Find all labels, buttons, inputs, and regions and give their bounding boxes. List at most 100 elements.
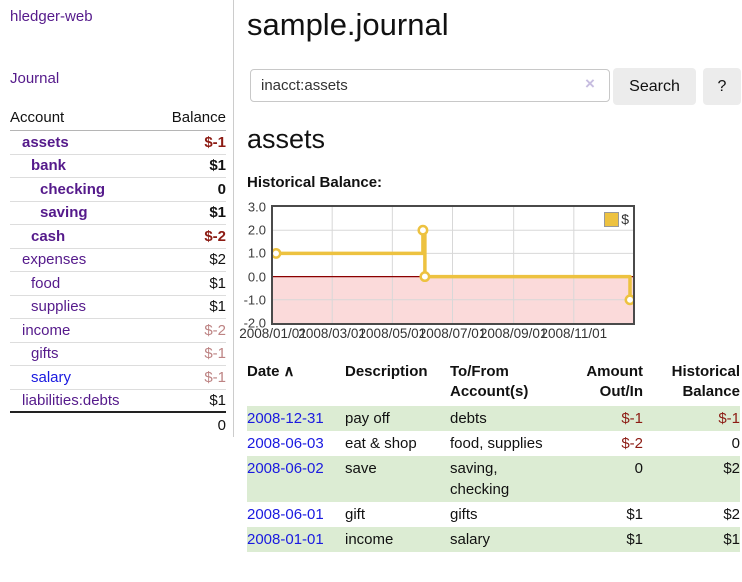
y-axis-tick-label: 1.0 bbox=[247, 245, 266, 261]
sidebar-account-link[interactable]: gifts bbox=[31, 345, 59, 363]
amount-cell: $1 bbox=[555, 527, 643, 552]
accounts-cell: saving, checking bbox=[450, 460, 510, 498]
amount-value: 0 bbox=[634, 460, 643, 477]
y-axis-tick-label: -1.0 bbox=[243, 292, 266, 308]
account-row: liabilities:debts $1 bbox=[10, 390, 226, 413]
account-balance: $2 bbox=[209, 251, 226, 269]
balance-chart-svg bbox=[273, 207, 633, 323]
account-row: bank $1 bbox=[10, 155, 226, 178]
transaction-date-link[interactable]: 2008-12-31 bbox=[247, 410, 324, 427]
balance-cell: $2 bbox=[643, 502, 740, 527]
legend-swatch-icon bbox=[604, 211, 620, 227]
balance-column-header: Balance bbox=[171, 109, 226, 126]
clear-search-icon[interactable]: × bbox=[585, 74, 595, 93]
y-axis-tick-label: -2.0 bbox=[243, 315, 266, 331]
account-balance: $-1 bbox=[204, 133, 226, 151]
amount-cell: 0 bbox=[555, 456, 643, 481]
account-balance: $1 bbox=[209, 391, 226, 409]
page-title: sample.journal bbox=[247, 7, 449, 42]
amount-value: $1 bbox=[626, 506, 643, 523]
balance-cell: 0 bbox=[643, 431, 740, 456]
sidebar-account-link[interactable]: checking bbox=[40, 180, 106, 198]
transaction-row: 2008-12-31 pay off debts $-1 $-1 bbox=[247, 406, 740, 431]
date-cell: 2008-01-01 bbox=[247, 527, 345, 552]
account-balance: $-1 bbox=[204, 345, 226, 363]
sidebar-account-link[interactable]: liabilities:debts bbox=[22, 391, 120, 409]
amount-value: $1 bbox=[626, 531, 643, 548]
description-column-header: Description bbox=[345, 363, 428, 380]
help-button[interactable]: ? bbox=[703, 68, 741, 105]
account-row: income $-2 bbox=[10, 319, 226, 343]
chart-y-axis-labels: 3.0 2.0 1.0 0.0 -1.0 -2.0 bbox=[234, 200, 268, 331]
x-axis-tick-label: 2008/07/01 bbox=[418, 326, 487, 341]
search-input[interactable] bbox=[250, 69, 610, 102]
sidebar-account-link[interactable]: income bbox=[22, 321, 71, 339]
amount-cell: $1 bbox=[555, 502, 643, 527]
transaction-row: 2008-06-01 gift gifts $1 $2 bbox=[247, 502, 740, 527]
description-cell: eat & shop bbox=[345, 435, 417, 452]
description-cell: gift bbox=[345, 506, 366, 523]
sidebar-item-journal[interactable]: Journal bbox=[10, 70, 60, 87]
account-row: assets $-1 bbox=[10, 131, 226, 155]
balance-column-header: Historical Balance bbox=[671, 363, 740, 400]
accounts-table-header: Account Balance bbox=[10, 101, 226, 131]
app-title-link[interactable]: hledger-web bbox=[10, 8, 93, 25]
accounts-cell: gifts bbox=[450, 506, 478, 523]
transaction-date-link[interactable]: 2008-06-01 bbox=[247, 506, 324, 523]
account-row: cash $-2 bbox=[10, 225, 226, 249]
balance-value: 0 bbox=[731, 435, 740, 452]
description-cell: save bbox=[345, 460, 377, 477]
transaction-date-link[interactable]: 2008-01-01 bbox=[247, 531, 324, 548]
historical-balance-chart: $ bbox=[271, 205, 635, 325]
transaction-date-link[interactable]: 2008-06-02 bbox=[247, 460, 324, 477]
sidebar-account-link[interactable]: expenses bbox=[22, 251, 87, 269]
account-row: checking 0 bbox=[10, 178, 226, 202]
account-balance: 0 bbox=[217, 180, 226, 198]
sidebar-account-link[interactable]: supplies bbox=[31, 298, 87, 316]
y-axis-tick-label: 0.0 bbox=[247, 269, 266, 285]
account-balance: $1 bbox=[209, 274, 226, 292]
transaction-row: 2008-06-02 save saving, checking 0 $2 bbox=[247, 456, 740, 502]
chart-x-axis-labels: 2008/01/01 2008/03/01 2008/05/01 2008/07/01… bbox=[239, 326, 633, 342]
sidebar-account-link[interactable]: cash bbox=[31, 227, 66, 245]
sidebar-account-link[interactable]: bank bbox=[31, 157, 67, 175]
transactions-table: Date ∧ Description To/From Account(s) Amo… bbox=[247, 360, 740, 552]
account-row: supplies $1 bbox=[10, 296, 226, 319]
search-button[interactable]: Search bbox=[613, 68, 696, 105]
balance-value: $-1 bbox=[718, 410, 740, 427]
account-balance: $-2 bbox=[204, 227, 226, 245]
account-row: expenses $2 bbox=[10, 249, 226, 272]
account-row: gifts $-1 bbox=[10, 343, 226, 366]
account-heading: assets bbox=[247, 124, 326, 154]
accounts-cell: food, supplies bbox=[450, 435, 543, 452]
date-cell: 2008-12-31 bbox=[247, 406, 345, 431]
amount-cell: $-1 bbox=[555, 406, 643, 431]
account-column-header: Account bbox=[10, 109, 65, 126]
description-cell: income bbox=[345, 531, 394, 548]
account-balance: $1 bbox=[209, 298, 226, 316]
transaction-date-link[interactable]: 2008-06-03 bbox=[247, 435, 324, 452]
balance-value: $1 bbox=[723, 531, 740, 548]
sidebar-account-link[interactable]: salary bbox=[31, 368, 72, 386]
accounts-table: Account Balance assets $-1 bank $1 checking 0… bbox=[10, 101, 226, 438]
account-balance: $-2 bbox=[204, 321, 226, 339]
x-axis-tick-label: 2008/09/01 bbox=[479, 326, 548, 341]
accounts-cell: salary bbox=[450, 531, 491, 548]
account-balance: $1 bbox=[209, 157, 226, 175]
date-column-header[interactable]: Date ∧ bbox=[247, 363, 295, 380]
transaction-row: 2008-06-03 eat & shop food, supplies $-2 0 bbox=[247, 431, 740, 456]
date-cell: 2008-06-03 bbox=[247, 431, 345, 456]
y-axis-tick-label: 2.0 bbox=[247, 222, 266, 238]
sidebar-account-link[interactable]: assets bbox=[22, 133, 69, 151]
date-cell: 2008-06-02 bbox=[247, 456, 345, 481]
amount-value: $-2 bbox=[621, 435, 643, 452]
x-axis-tick-label: 2008/05/01 bbox=[358, 326, 427, 341]
y-axis-tick-label: 3.0 bbox=[247, 199, 266, 215]
balance-cell: $1 bbox=[643, 527, 740, 552]
amount-column-header: Amount Out/In bbox=[586, 363, 643, 400]
account-row: salary $-1 bbox=[10, 366, 226, 390]
chart-legend: $ bbox=[604, 211, 629, 227]
sidebar-account-link[interactable]: saving bbox=[40, 204, 88, 222]
sidebar-account-link[interactable]: food bbox=[31, 274, 61, 292]
amount-value: $-1 bbox=[621, 410, 643, 427]
